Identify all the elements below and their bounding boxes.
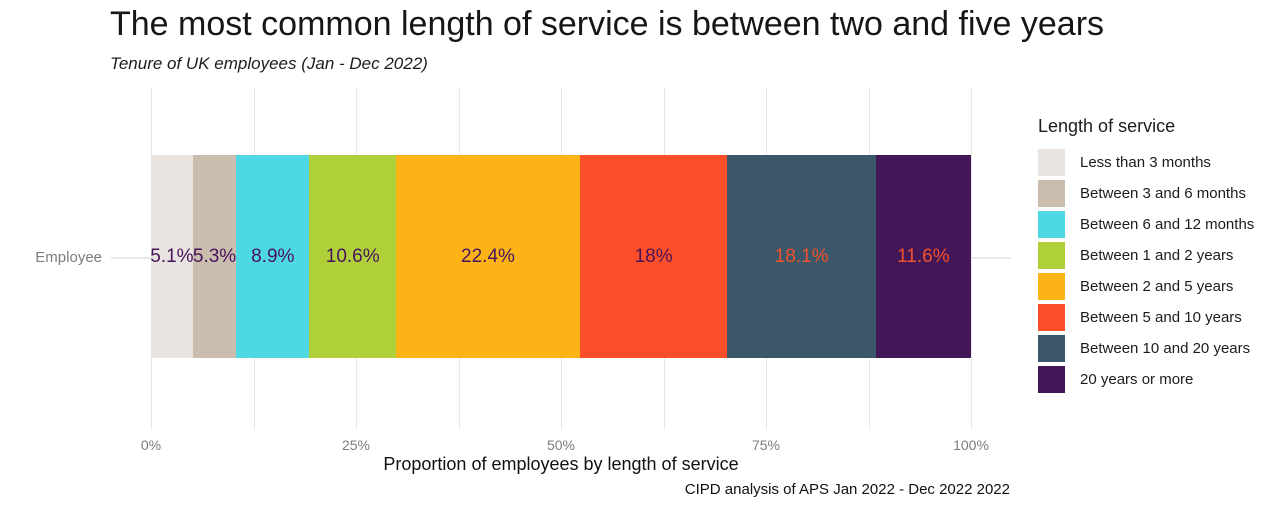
caption: CIPD analysis of APS Jan 2022 - Dec 2022… [684,481,1010,498]
legend-swatch [1038,149,1065,176]
chart-subtitle: Tenure of UK employees (Jan - Dec 2022) [110,54,428,73]
legend-label: Between 5 and 10 years [1080,309,1242,326]
bar-segment-between-2-and-5-years: 22.4% [396,155,580,358]
category-tick-line-right [971,257,1011,259]
bar-segment-value-label: 11.6% [897,245,950,267]
stacked-bar: 5.1% 5.3% 8.9% 10.6% 22.4% 18% 18.1% 11.6% [150,155,971,358]
legend-item-between-1-and-2-years: Between 1 and 2 years [1038,242,1254,269]
bar-segment-between-5-and-10-years: 18% [579,155,728,358]
x-axis-title: Proportion of employees by length of ser… [383,454,739,474]
legend-swatch [1038,335,1065,362]
bar-segment-value-label: 5.1% [150,245,194,267]
legend-item-between-2-and-5-years: Between 2 and 5 years [1038,273,1254,300]
y-axis-category-label: Employee [35,249,102,266]
bar-segment-20-years-or-more: 11.6% [875,155,971,358]
legend: Length of service Less than 3 months Betw… [1038,116,1254,397]
legend-title: Length of service [1038,116,1176,136]
category-tick-line-left [111,257,151,259]
legend-label: Between 10 and 20 years [1080,340,1251,357]
legend-label: Less than 3 months [1080,154,1211,171]
legend-swatch [1038,242,1065,269]
bar-segment-value-label: 8.9% [251,245,295,267]
bar-segment-value-label: 18% [634,245,673,267]
legend-item-between-5-and-10-years: Between 5 and 10 years [1038,304,1254,331]
legend-items: Less than 3 months Between 3 and 6 months… [1038,149,1254,393]
legend-label: 20 years or more [1080,371,1194,388]
bar-segment-value-label: 22.4% [461,245,515,267]
legend-label: Between 2 and 5 years [1080,278,1234,295]
legend-label: Between 6 and 12 months [1080,216,1255,233]
x-tick-label: 100% [953,437,989,453]
bar-segment-between-10-and-20-years: 18.1% [727,155,876,358]
x-axis-tick-labels: 0% 25% 50% 75% 100% [141,437,989,455]
bar-segment-value-label: 18.1% [774,245,829,267]
legend-item-between-10-and-20-years: Between 10 and 20 years [1038,335,1254,362]
bar-segment-value-label: 10.6% [325,245,380,267]
gridline [971,88,972,430]
legend-swatch [1038,366,1065,393]
legend-swatch [1038,304,1065,331]
bar-segment-value-label: 5.3% [192,245,237,267]
bar-segment-less-than-3-months: 5.1% [150,155,194,358]
legend-swatch [1038,211,1065,238]
x-tick-label: 75% [751,437,781,453]
x-tick-label: 0% [140,437,162,453]
legend-item-less-than-3-months: Less than 3 months [1038,149,1254,176]
bar-segment-between-1-and-2-years: 10.6% [309,155,397,358]
legend-item-between-6-and-12-months: Between 6 and 12 months [1038,211,1254,238]
bar-segment-between-3-and-6-months: 5.3% [192,155,237,358]
chart-title: The most common length of service is bet… [110,5,1105,43]
x-tick-label: 50% [546,437,576,453]
legend-label: Between 3 and 6 months [1080,185,1246,202]
legend-swatch [1038,273,1065,300]
bar-segment-between-6-and-12-months: 8.9% [236,155,310,358]
legend-label: Between 1 and 2 years [1080,247,1234,264]
plot-area: 5.1% 5.3% 8.9% 10.6% 22.4% 18% 18.1% 11.6% [111,88,1011,430]
x-tick-label: 25% [341,437,371,453]
legend-item-between-3-and-6-months: Between 3 and 6 months [1038,180,1254,207]
legend-swatch [1038,180,1065,207]
legend-item-20-years-or-more: 20 years or more [1038,366,1254,393]
